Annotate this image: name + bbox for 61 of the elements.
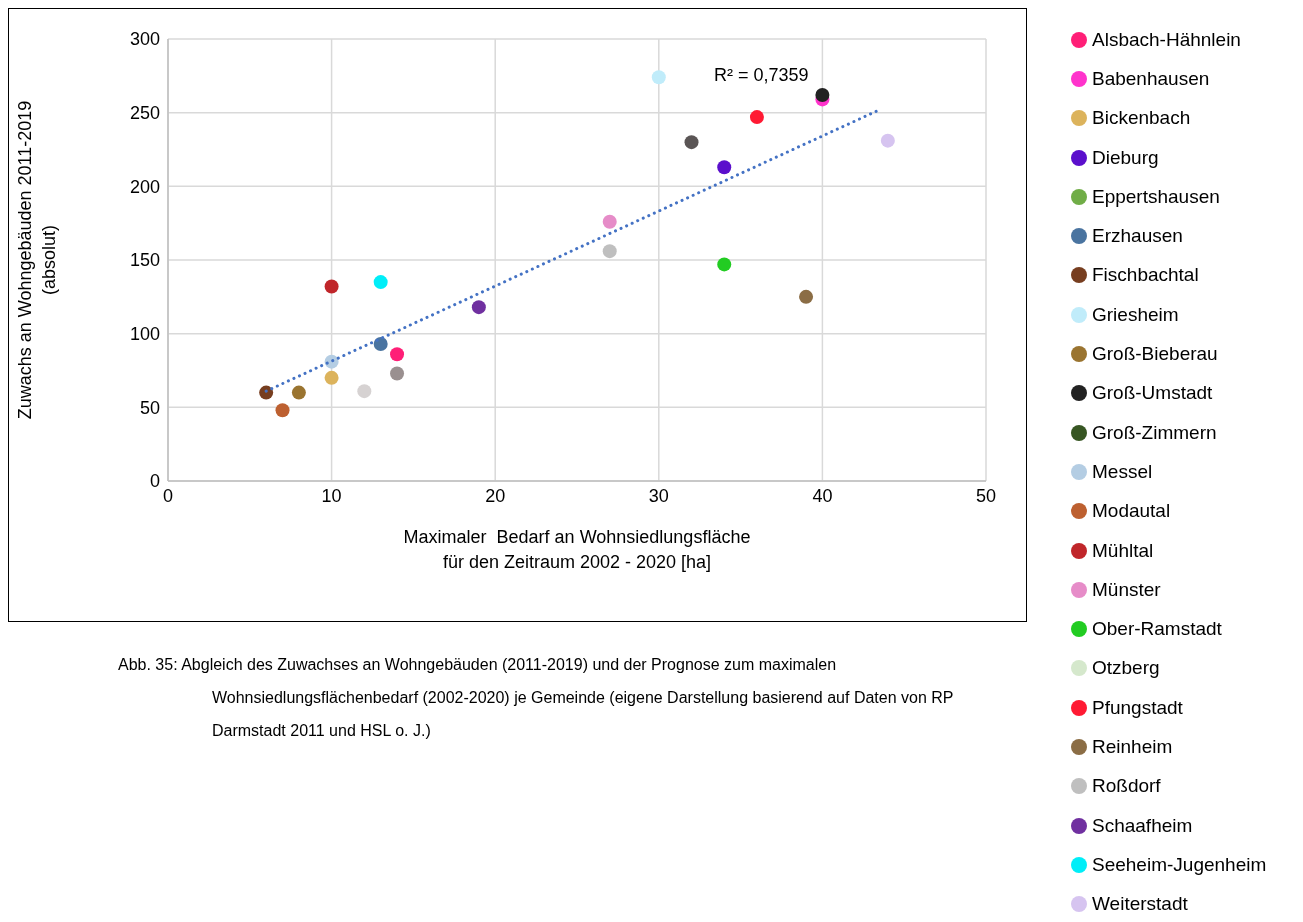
annotation: R² = 0,7359 xyxy=(714,65,809,86)
caption: Abb. 35: Abgleich des Zuwachses an Wohngebäuden (2011-2019) und der Prognose zum maximalen Wohnsiedlungsflächenbedarf (2002-2020) je Gemeinde (eigene Darstellung basierend auf Daten von RP Darmstadt 2011 und HSL o. J.) xyxy=(118,655,955,741)
legend-label: Fischbachtal xyxy=(1092,264,1199,287)
y-tick-label: 50 xyxy=(139,397,160,418)
point xyxy=(602,244,617,259)
point xyxy=(471,300,486,315)
x-tick-label: 40 xyxy=(812,485,833,506)
legend-label: Weiterstadt xyxy=(1092,893,1188,916)
x-tick-label: 10 xyxy=(321,485,342,506)
point xyxy=(717,160,732,175)
legend-label: Babenhausen xyxy=(1092,67,1210,90)
point xyxy=(324,370,339,385)
legend-label: Erzhausen xyxy=(1092,225,1183,248)
x-tick-label: 20 xyxy=(485,485,506,506)
legend-label: Pfungstadt xyxy=(1092,696,1183,719)
legend-label: Alsbach-Hähnlein xyxy=(1092,28,1241,51)
y-tick-label: 150 xyxy=(129,250,160,271)
legend-label: Otzberg xyxy=(1092,657,1160,680)
legend-label: Ober-Ramstadt xyxy=(1092,618,1222,641)
legend-label: Münster xyxy=(1092,578,1161,601)
point xyxy=(259,385,274,400)
point xyxy=(324,279,339,294)
legend-label: Reinheim xyxy=(1092,735,1173,758)
legend-label: Mühltal xyxy=(1092,539,1154,562)
point xyxy=(373,275,388,290)
point xyxy=(717,257,732,272)
point xyxy=(390,347,405,362)
legend-label: Roßdorf xyxy=(1092,775,1161,798)
point xyxy=(275,403,290,418)
x-axis-title: Maximaler Bedarf an Wohnsiedlungsfläche für den Zeitraum 2002 - 2020 [ha] xyxy=(403,527,751,572)
point xyxy=(291,385,306,400)
legend-label: Groß-Umstadt xyxy=(1092,382,1213,405)
x-tick-label: 30 xyxy=(648,485,669,506)
y-tick-label: 100 xyxy=(129,324,160,345)
point xyxy=(651,70,666,85)
y-axis-title: Zuwachs an Wohngebäuden 2011-2019 (absolut) xyxy=(15,100,59,420)
legend-label: Messel xyxy=(1092,460,1153,483)
y-tick-label: 0 xyxy=(149,471,160,492)
point xyxy=(799,289,814,304)
x-tick-label: 0 xyxy=(162,485,174,506)
point xyxy=(602,214,617,229)
point xyxy=(880,133,895,148)
point xyxy=(815,87,830,102)
legend-label: Schaafheim xyxy=(1092,814,1193,837)
legend-label: Groß-Zimmern xyxy=(1092,421,1217,444)
legend-label: Griesheim xyxy=(1092,303,1179,326)
point xyxy=(390,366,405,381)
point xyxy=(373,336,388,351)
legend-label: Eppertshausen xyxy=(1092,185,1220,208)
y-tick-label: 200 xyxy=(129,176,160,197)
y-tick-label: 300 xyxy=(129,29,160,50)
legend-label: Groß-Bieberau xyxy=(1092,343,1218,366)
point xyxy=(749,110,764,125)
y-tick-label: 250 xyxy=(129,103,160,124)
point xyxy=(357,384,372,399)
legend-label: Bickenbach xyxy=(1092,107,1191,130)
legend-label: Modautal xyxy=(1092,500,1171,523)
legend-label: Dieburg xyxy=(1092,146,1159,169)
x-tick-label: 50 xyxy=(975,485,997,506)
point xyxy=(684,135,699,150)
legend-label: Seeheim-Jugenheim xyxy=(1092,853,1267,876)
